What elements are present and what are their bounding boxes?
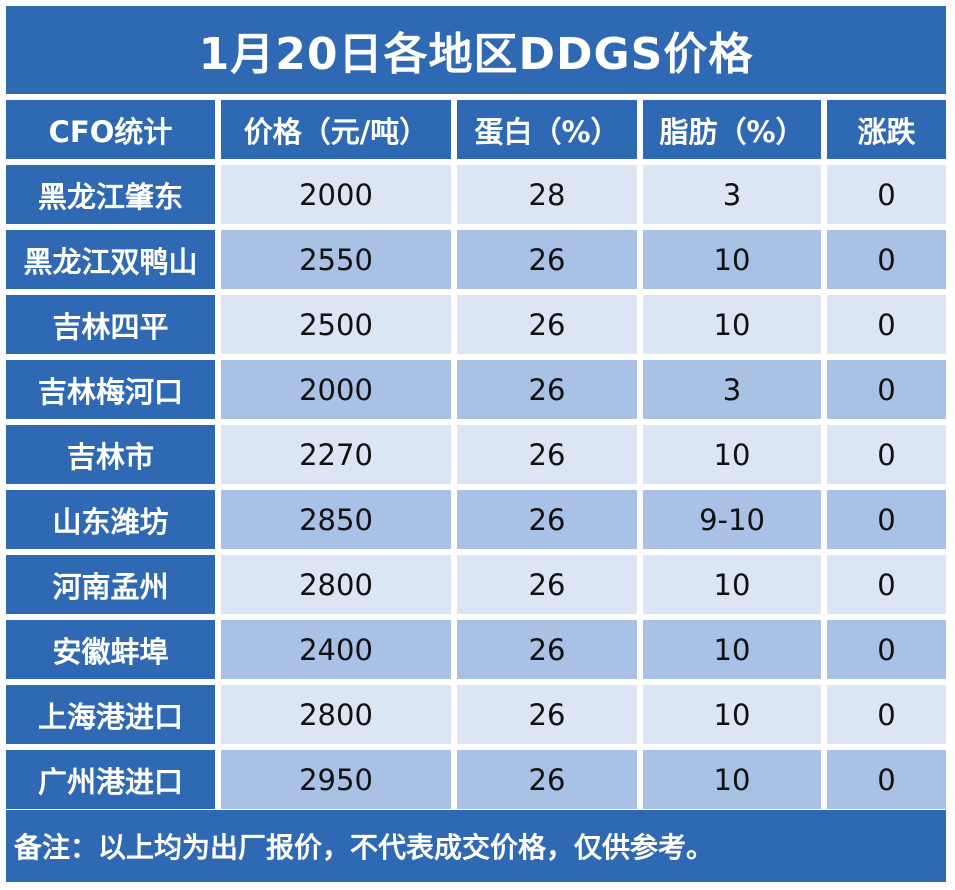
region-cell: 安徽蚌埠 [6, 620, 215, 679]
protein-cell: 26 [457, 750, 637, 809]
table-row: 河南孟州 2800 26 10 0 [6, 555, 946, 614]
region-cell: 黑龙江双鸭山 [6, 230, 215, 289]
table-row: 吉林市 2270 26 10 0 [6, 425, 946, 484]
fat-cell: 3 [643, 165, 821, 224]
protein-cell: 26 [457, 360, 637, 419]
price-table-frame: 1月20日各地区DDGS价格 CFO统计 价格（元/吨） 蛋白（%） 脂肪（%）… [6, 6, 946, 882]
table-row: 黑龙江双鸭山 2550 26 10 0 [6, 230, 946, 289]
change-cell: 0 [827, 685, 946, 744]
table-row: 吉林梅河口 2000 26 3 0 [6, 360, 946, 419]
price-cell: 2800 [221, 555, 451, 614]
price-cell: 2270 [221, 425, 451, 484]
region-cell: 吉林梅河口 [6, 360, 215, 419]
table-row: 吉林四平 2500 26 10 0 [6, 295, 946, 354]
price-cell: 2000 [221, 165, 451, 224]
fat-cell: 10 [643, 295, 821, 354]
protein-cell: 26 [457, 425, 637, 484]
change-cell: 0 [827, 750, 946, 809]
change-cell: 0 [827, 165, 946, 224]
header-row: CFO统计 价格（元/吨） 蛋白（%） 脂肪（%） 涨跌 [6, 100, 946, 159]
protein-cell: 26 [457, 685, 637, 744]
change-cell: 0 [827, 555, 946, 614]
table-row: 黑龙江肇东 2000 28 3 0 [6, 165, 946, 224]
table-row: 安徽蚌埠 2400 26 10 0 [6, 620, 946, 679]
fat-cell: 3 [643, 360, 821, 419]
price-cell: 2500 [221, 295, 451, 354]
protein-cell: 26 [457, 230, 637, 289]
price-cell: 2950 [221, 750, 451, 809]
price-cell: 2400 [221, 620, 451, 679]
region-cell: 山东潍坊 [6, 490, 215, 549]
region-cell: 吉林四平 [6, 295, 215, 354]
region-cell: 河南孟州 [6, 555, 215, 614]
fat-cell: 10 [643, 620, 821, 679]
header-change: 涨跌 [827, 100, 946, 159]
change-cell: 0 [827, 620, 946, 679]
fat-cell: 9-10 [643, 490, 821, 549]
change-cell: 0 [827, 295, 946, 354]
protein-cell: 26 [457, 555, 637, 614]
fat-cell: 10 [643, 555, 821, 614]
header-fat: 脂肪（%） [643, 100, 821, 159]
protein-cell: 26 [457, 295, 637, 354]
change-cell: 0 [827, 425, 946, 484]
fat-cell: 10 [643, 750, 821, 809]
table-row: 山东潍坊 2850 26 9-10 0 [6, 490, 946, 549]
footnote: 备注：以上均为出厂报价，不代表成交价格，仅供参考。 [6, 810, 946, 882]
fat-cell: 10 [643, 230, 821, 289]
region-cell: 广州港进口 [6, 750, 215, 809]
table-row: 上海港进口 2800 26 10 0 [6, 685, 946, 744]
price-cell: 2850 [221, 490, 451, 549]
region-cell: 吉林市 [6, 425, 215, 484]
price-cell: 2550 [221, 230, 451, 289]
region-cell: 上海港进口 [6, 685, 215, 744]
change-cell: 0 [827, 490, 946, 549]
protein-cell: 28 [457, 165, 637, 224]
header-region: CFO统计 [6, 100, 215, 159]
fat-cell: 10 [643, 425, 821, 484]
table-row: 广州港进口 2950 26 10 0 [6, 750, 946, 809]
region-cell: 黑龙江肇东 [6, 165, 215, 224]
price-cell: 2000 [221, 360, 451, 419]
protein-cell: 26 [457, 490, 637, 549]
fat-cell: 10 [643, 685, 821, 744]
change-cell: 0 [827, 230, 946, 289]
header-price: 价格（元/吨） [221, 100, 451, 159]
protein-cell: 26 [457, 620, 637, 679]
change-cell: 0 [827, 360, 946, 419]
price-cell: 2800 [221, 685, 451, 744]
header-protein: 蛋白（%） [457, 100, 637, 159]
table-title: 1月20日各地区DDGS价格 [6, 6, 946, 94]
